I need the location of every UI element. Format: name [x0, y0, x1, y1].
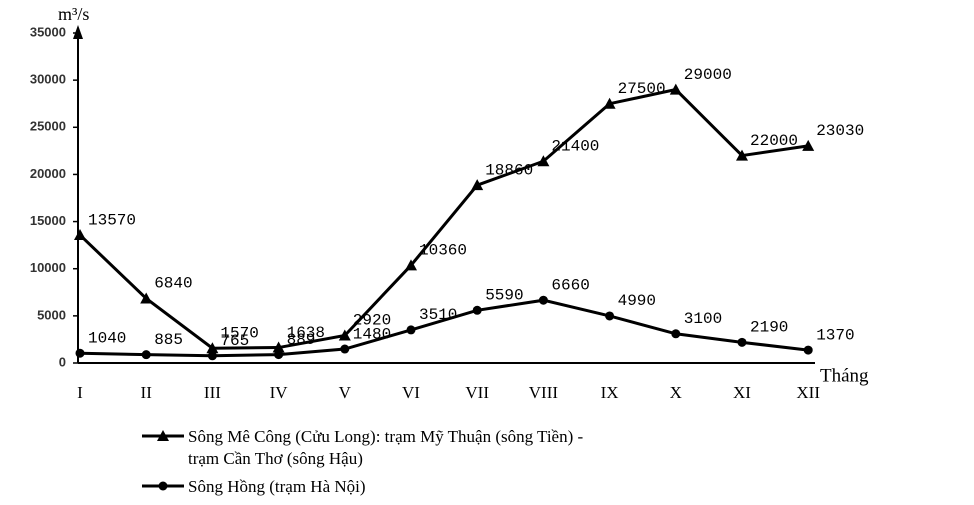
value-label: 1370: [816, 326, 854, 344]
series-line: [78, 87, 809, 350]
point: [274, 350, 284, 360]
value-label: 1480: [353, 325, 391, 343]
point: [537, 155, 550, 167]
value-label: 22000: [750, 132, 798, 150]
point: [803, 345, 813, 355]
x-tick-label: II: [141, 383, 153, 402]
value-label: 3100: [684, 310, 722, 328]
value-label: 1040: [88, 329, 126, 347]
value-label: 23030: [816, 122, 864, 140]
point: [340, 344, 350, 354]
y-tick-label: 15000: [30, 213, 66, 228]
x-tick-label: III: [204, 383, 221, 402]
point: [669, 83, 682, 95]
y-tick-label: 5000: [37, 307, 66, 322]
point: [736, 149, 748, 161]
value-label: 1638: [287, 324, 325, 342]
value-label: 10360: [419, 242, 467, 260]
x-tick-label: I: [77, 383, 83, 402]
value-label: 21400: [551, 137, 599, 155]
value-label: 27500: [618, 80, 666, 98]
point: [538, 295, 548, 305]
point: [338, 329, 351, 341]
point: [603, 97, 616, 109]
value-label: 2920: [353, 312, 391, 330]
x-tick-label: VI: [402, 383, 420, 402]
y-tick-label: 30000: [30, 72, 66, 87]
point: [605, 311, 615, 321]
point: [157, 430, 169, 441]
point: [671, 329, 681, 339]
y-tick-label: 25000: [30, 119, 66, 134]
point: [74, 229, 86, 241]
x-axis-label: Tháng: [820, 365, 869, 386]
point: [472, 305, 482, 315]
value-label: 3510: [419, 306, 457, 324]
value-label: 4990: [618, 292, 656, 310]
x-tick-label: XI: [733, 383, 751, 402]
value-label: 885: [154, 331, 183, 349]
value-label: 2190: [750, 319, 788, 337]
y-tick-label: 0: [59, 354, 66, 369]
value-label: 13570: [88, 211, 136, 229]
x-tick-label: V: [339, 383, 352, 402]
value-label: 889: [287, 331, 316, 349]
x-tick-label: XII: [796, 383, 820, 402]
x-tick-label: IX: [601, 383, 619, 402]
series-line: [79, 298, 809, 358]
point: [206, 342, 219, 354]
x-tick-label: X: [670, 383, 682, 402]
point: [802, 139, 815, 151]
point: [471, 179, 484, 191]
x-tick-label: IV: [270, 383, 289, 402]
point: [737, 337, 747, 347]
legend-label: Sông Hồng (trạm Hà Nội): [188, 477, 366, 496]
y-tick-label: 10000: [30, 260, 66, 275]
point: [140, 292, 153, 304]
value-label: 1570: [220, 324, 258, 342]
value-label: 765: [220, 332, 249, 350]
value-label: 29000: [684, 66, 732, 84]
value-label: 5590: [485, 287, 523, 305]
point: [141, 350, 151, 360]
value-label: 18860: [485, 161, 533, 179]
y-tick-label: 35000: [30, 24, 66, 39]
legend-label: Sông Mê Công (Cửu Long): trạm Mỹ Thuận (…: [188, 427, 584, 468]
point: [406, 325, 416, 335]
point: [207, 351, 217, 361]
y-tick-label: 20000: [30, 166, 66, 181]
value-label: 6840: [154, 275, 192, 293]
point: [405, 259, 417, 271]
y-axis-label: m³/s: [58, 4, 89, 24]
point: [272, 341, 285, 353]
point: [158, 481, 168, 491]
value-label: 6660: [551, 276, 589, 294]
x-tick-label: VIII: [529, 383, 559, 402]
y-axis-arrow: [73, 25, 83, 39]
point: [75, 348, 85, 358]
x-tick-label: VII: [465, 383, 489, 402]
